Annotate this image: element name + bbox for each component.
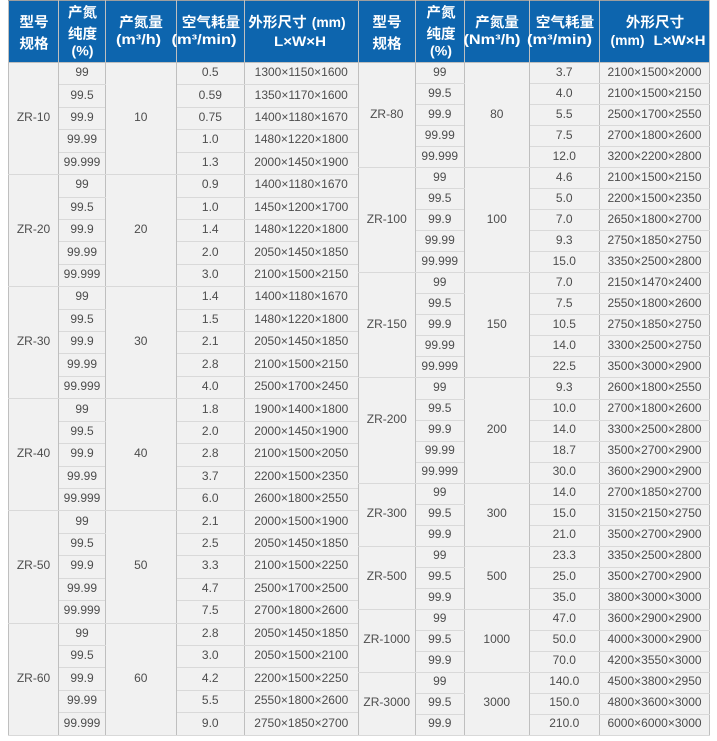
svg-text:(m³/min): (m³/min) xyxy=(171,31,236,47)
svg-text:(mm): (mm) xyxy=(312,14,346,30)
svg-text:(%): (%) xyxy=(430,43,452,59)
svg-text:(m³/h): (m³/h) xyxy=(116,31,161,47)
svg-text:L×W×H: L×W×H xyxy=(654,32,706,48)
svg-text:(m³/min): (m³/min) xyxy=(527,31,592,47)
svg-text:L×W×H: L×W×H xyxy=(274,33,326,49)
svg-text:(mm): (mm) xyxy=(611,32,645,48)
svg-text:(%): (%) xyxy=(72,43,94,59)
svg-text:(Nm³/h): (Nm³/h) xyxy=(464,31,521,47)
